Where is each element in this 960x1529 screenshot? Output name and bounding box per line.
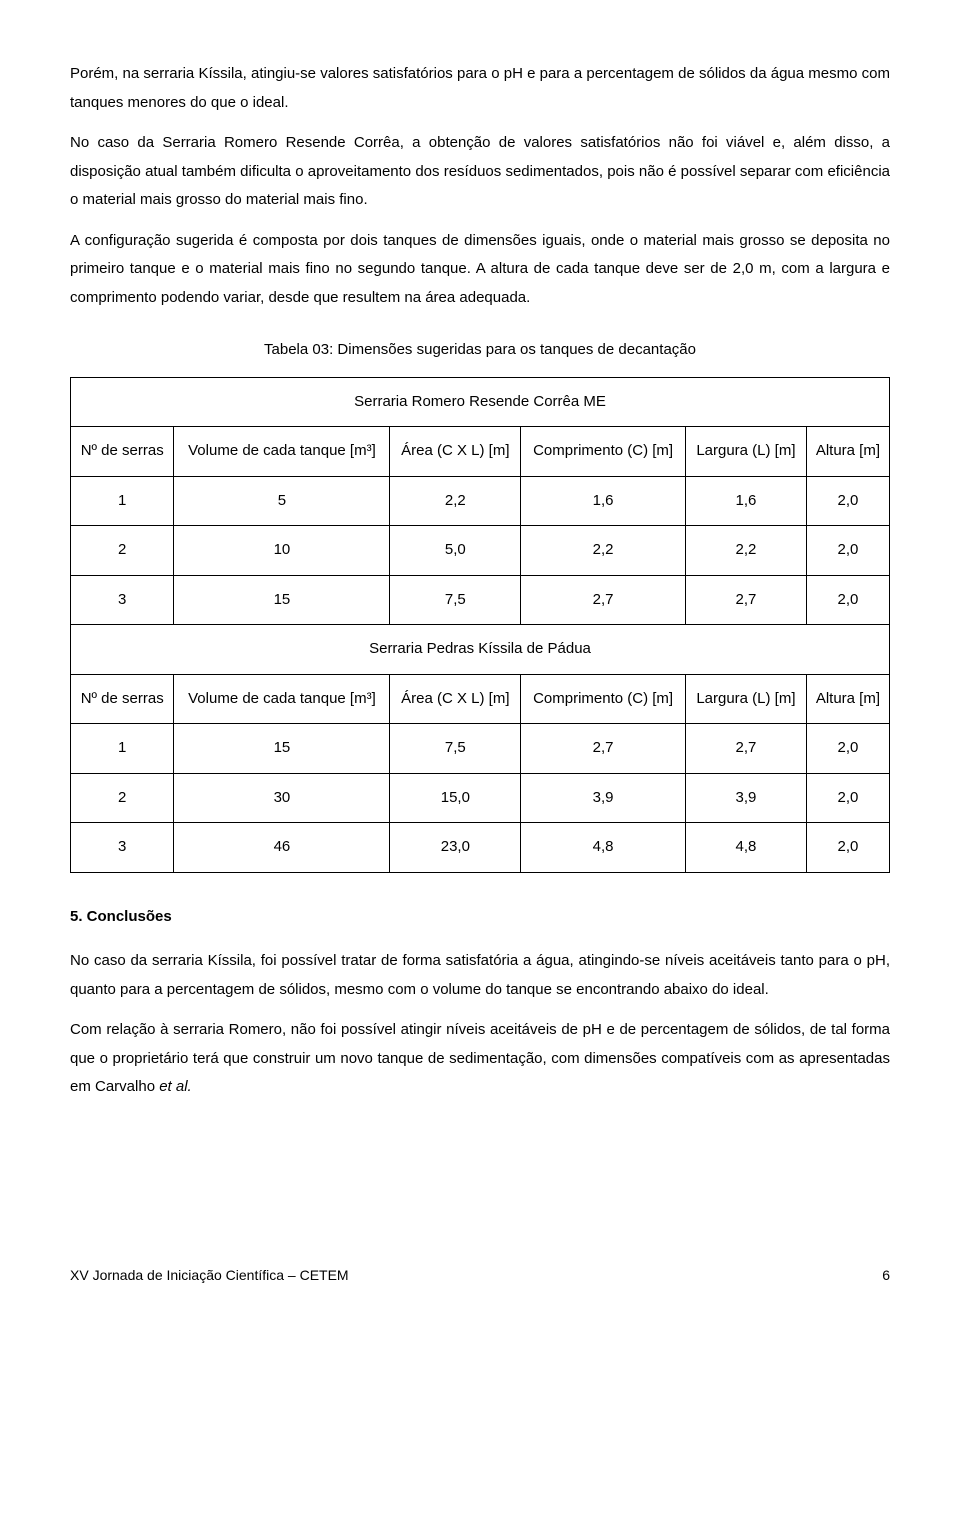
table-cell: 23,0 (390, 823, 521, 873)
col-header: Largura (L) [m] (686, 674, 807, 724)
conclusions-para-2: Com relação à serraria Romero, não foi p… (70, 1016, 890, 1102)
table-cell: 15,0 (390, 773, 521, 823)
col-header: Volume de cada tanque [m³] (174, 427, 390, 477)
table-cell: 2,7 (521, 724, 686, 774)
table-cell: 1,6 (686, 476, 807, 526)
table-cell: 2,0 (806, 526, 889, 576)
table-cell: 2,2 (390, 476, 521, 526)
col-header: Área (C X L) [m] (390, 674, 521, 724)
table-cell: 2 (71, 526, 174, 576)
col-header: Altura [m] (806, 674, 889, 724)
col-header: Nº de serras (71, 427, 174, 477)
table-cell: 3 (71, 575, 174, 625)
paragraph-3: A configuração sugerida é composta por d… (70, 227, 890, 313)
table-cell: 5,0 (390, 526, 521, 576)
et-al-italic: et al. (159, 1078, 192, 1095)
table-caption: Tabela 03: Dimensões sugeridas para os t… (70, 336, 890, 365)
table-cell: 15 (174, 724, 390, 774)
table-cell: 7,5 (390, 575, 521, 625)
table-cell: 30 (174, 773, 390, 823)
table-header-row: Nº de serras Volume de cada tanque [m³] … (71, 674, 890, 724)
table-row: 1 5 2,2 1,6 1,6 2,0 (71, 476, 890, 526)
table-cell: 4,8 (521, 823, 686, 873)
table-cell: 4,8 (686, 823, 807, 873)
paragraph-1: Porém, na serraria Kíssila, atingiu-se v… (70, 60, 890, 117)
col-header: Comprimento (C) [m] (521, 674, 686, 724)
table-cell: 2,2 (686, 526, 807, 576)
table-cell: 2,7 (686, 724, 807, 774)
table-cell: 7,5 (390, 724, 521, 774)
table-row: 3 15 7,5 2,7 2,7 2,0 (71, 575, 890, 625)
dimensions-table: Serraria Romero Resende Corrêa ME Nº de … (70, 377, 890, 873)
table-cell: 2,0 (806, 575, 889, 625)
table-cell: 3,9 (521, 773, 686, 823)
table-cell: 3 (71, 823, 174, 873)
conclusions-para-1: No caso da serraria Kíssila, foi possíve… (70, 947, 890, 1004)
col-header: Volume de cada tanque [m³] (174, 674, 390, 724)
col-header: Nº de serras (71, 674, 174, 724)
table-cell: 1 (71, 724, 174, 774)
table-cell: 2,7 (521, 575, 686, 625)
table-cell: 2,2 (521, 526, 686, 576)
table-cell: 10 (174, 526, 390, 576)
table-cell: 46 (174, 823, 390, 873)
table-row: 2 10 5,0 2,2 2,2 2,0 (71, 526, 890, 576)
table-cell: 1 (71, 476, 174, 526)
col-header: Altura [m] (806, 427, 889, 477)
conclusions-heading: 5. Conclusões (70, 903, 890, 932)
table-cell: 2,0 (806, 476, 889, 526)
table-cell: 2 (71, 773, 174, 823)
table-cell: 3,9 (686, 773, 807, 823)
table-cell: 2,0 (806, 724, 889, 774)
col-header: Largura (L) [m] (686, 427, 807, 477)
table-row: 1 15 7,5 2,7 2,7 2,0 (71, 724, 890, 774)
table-cell: 2,7 (686, 575, 807, 625)
table-section-1-title: Serraria Romero Resende Corrêa ME (71, 377, 890, 427)
footer-page-number: 6 (882, 1262, 890, 1289)
page-footer: XV Jornada de Iniciação Científica – CET… (70, 1262, 890, 1289)
col-header: Área (C X L) [m] (390, 427, 521, 477)
conclusions-para-2a: Com relação à serraria Romero, não foi p… (70, 1021, 890, 1095)
table-cell: 15 (174, 575, 390, 625)
table-cell: 5 (174, 476, 390, 526)
table-cell: 2,0 (806, 773, 889, 823)
col-header: Comprimento (C) [m] (521, 427, 686, 477)
footer-left: XV Jornada de Iniciação Científica – CET… (70, 1262, 349, 1289)
table-row: 2 30 15,0 3,9 3,9 2,0 (71, 773, 890, 823)
table-header-row: Nº de serras Volume de cada tanque [m³] … (71, 427, 890, 477)
table-row: 3 46 23,0 4,8 4,8 2,0 (71, 823, 890, 873)
table-cell: 2,0 (806, 823, 889, 873)
table-cell: 1,6 (521, 476, 686, 526)
table-section-2-title: Serraria Pedras Kíssila de Pádua (71, 625, 890, 675)
paragraph-2: No caso da Serraria Romero Resende Corrê… (70, 129, 890, 215)
